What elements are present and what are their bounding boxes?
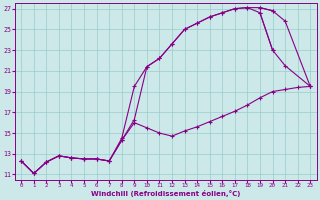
X-axis label: Windchill (Refroidissement éolien,°C): Windchill (Refroidissement éolien,°C) <box>91 190 240 197</box>
